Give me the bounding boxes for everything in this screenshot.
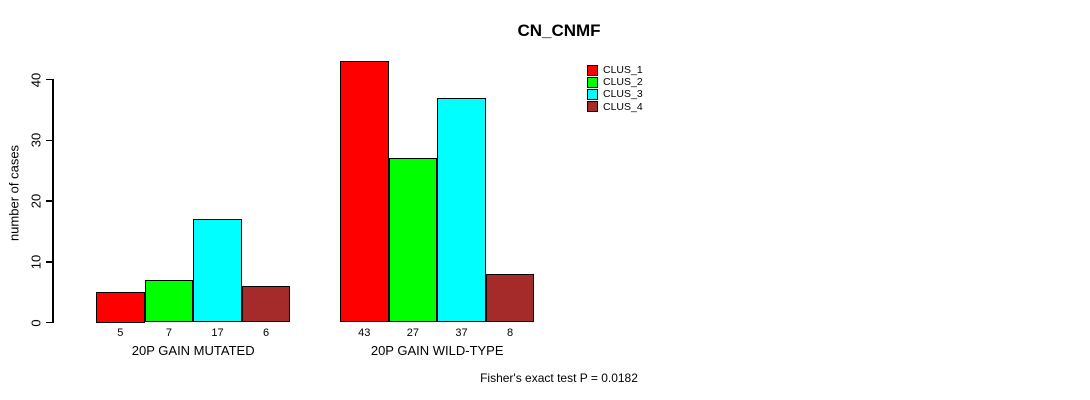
bar-value-label-clus_1-group-2: 43: [358, 327, 371, 339]
bar-clus_4-group-1: [241, 286, 291, 323]
legend-item-clus_2: CLUS_2: [587, 76, 643, 88]
bar-clus_3-group-1: [193, 219, 242, 323]
y-tick-label-40: 40: [28, 72, 44, 87]
category-label-1: 20P GAIN MUTATED: [131, 343, 255, 358]
legend-item-clus_4: CLUS_4: [587, 101, 643, 113]
legend-label-clus_4: CLUS_4: [603, 100, 643, 113]
bar-value-label-clus_1-group-1: 5: [117, 327, 124, 339]
y-tick-label-30: 30: [28, 133, 44, 148]
y-axis-line: [52, 79, 54, 323]
bar-value-label-clus_4-group-1: 6: [263, 327, 270, 339]
y-tick-label-0: 0: [28, 318, 44, 327]
bar-clus_1-group-2: [340, 61, 389, 323]
legend-swatch-clus_1: [587, 64, 598, 76]
bar-value-label-clus_2-group-1: 7: [165, 327, 172, 339]
bar-value-label-clus_3-group-2: 37: [455, 327, 468, 339]
y-axis-title: number of cases: [6, 144, 22, 242]
bar-value-label-clus_3-group-1: 17: [211, 327, 224, 339]
bar-clus_2-group-1: [144, 279, 194, 323]
y-tick-label-20: 20: [28, 193, 44, 209]
legend-item-clus_3: CLUS_3: [587, 88, 643, 100]
legend-label-clus_1: CLUS_1: [603, 64, 643, 77]
legend-label-clus_3: CLUS_3: [603, 88, 643, 101]
category-label-2: 20P GAIN WILD-TYPE: [370, 343, 504, 358]
y-tick-mark-40: [46, 78, 52, 81]
y-tick-mark-0: [46, 321, 52, 324]
chart-title: CN_CNMF: [517, 21, 601, 40]
legend-item-clus_1: CLUS_1: [587, 64, 643, 76]
y-tick-mark-20: [46, 200, 52, 202]
bar-clus_3-group-2: [437, 97, 486, 323]
bar-clus_1-group-1: [96, 292, 145, 323]
bar-value-label-clus_2-group-2: 27: [406, 327, 420, 339]
bar-clus_2-group-2: [388, 158, 438, 323]
legend-swatch-clus_3: [587, 88, 598, 100]
bar-value-label-clus_4-group-2: 8: [507, 327, 514, 339]
y-tick-mark-10: [46, 261, 52, 263]
legend-label-clus_2: CLUS_2: [603, 76, 643, 89]
bar-clus_4-group-2: [485, 273, 535, 323]
y-tick-label-10: 10: [28, 254, 44, 269]
legend-swatch-clus_4: [587, 101, 598, 113]
y-tick-mark-30: [46, 139, 52, 141]
legend: CLUS_1 CLUS_2 CLUS_3 CLUS_4: [587, 64, 643, 113]
fisher-test-annotation: Fisher's exact test P = 0.0182: [480, 371, 638, 385]
legend-swatch-clus_2: [587, 76, 598, 88]
